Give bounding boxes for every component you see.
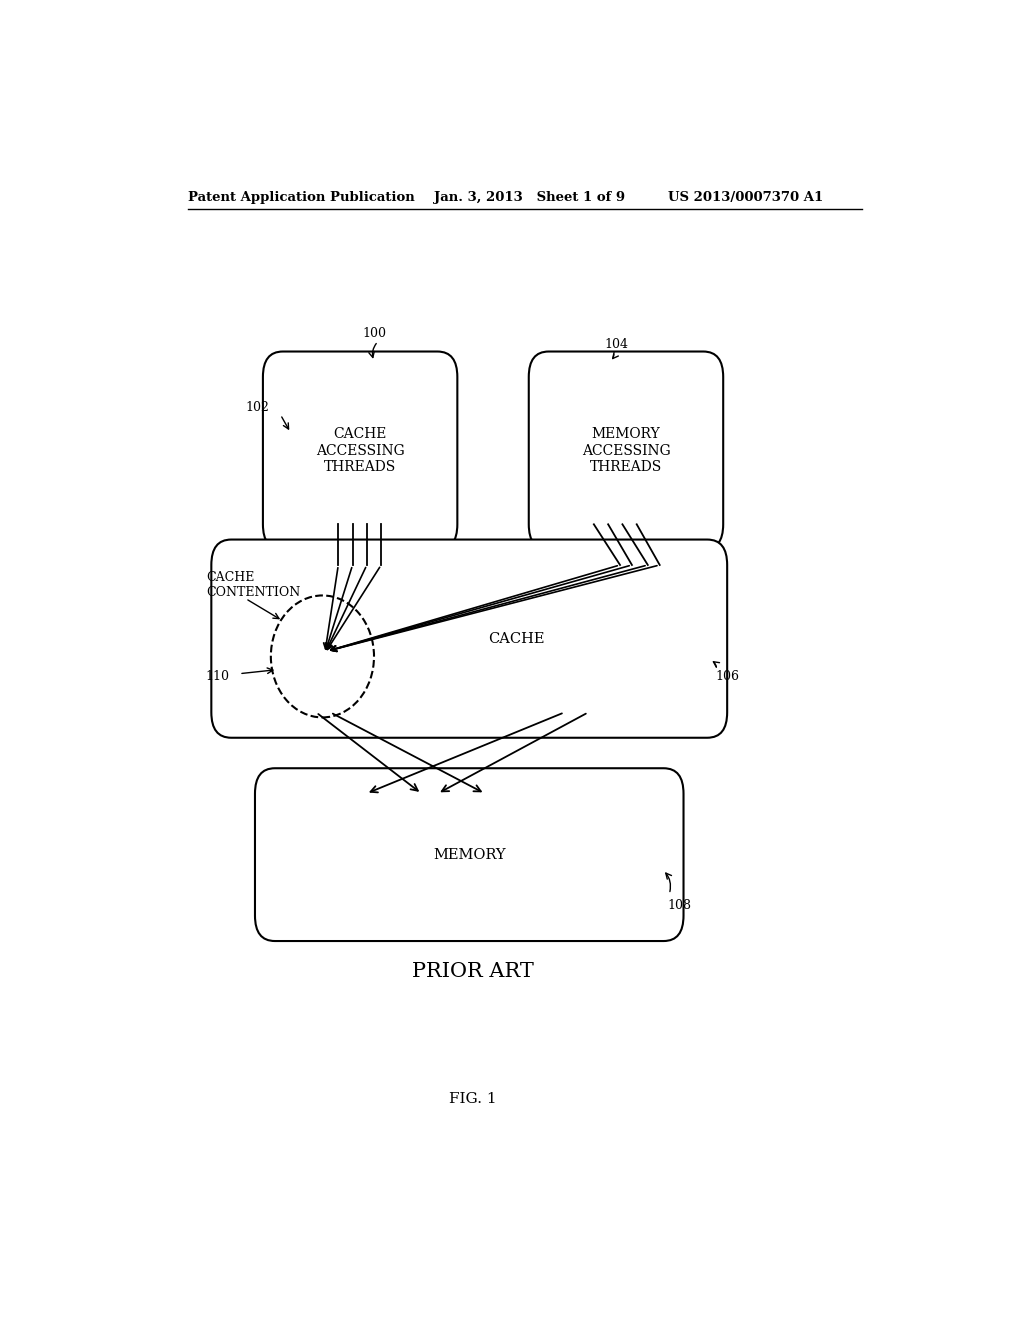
Text: 108: 108 xyxy=(668,899,691,912)
Text: Jan. 3, 2013   Sheet 1 of 9: Jan. 3, 2013 Sheet 1 of 9 xyxy=(433,190,625,203)
FancyBboxPatch shape xyxy=(255,768,684,941)
FancyBboxPatch shape xyxy=(528,351,723,549)
Text: MEMORY: MEMORY xyxy=(433,847,506,862)
Text: 106: 106 xyxy=(715,671,739,684)
Text: CACHE
CONTENTION: CACHE CONTENTION xyxy=(206,572,300,599)
FancyBboxPatch shape xyxy=(211,540,727,738)
Text: Patent Application Publication: Patent Application Publication xyxy=(187,190,415,203)
Text: US 2013/0007370 A1: US 2013/0007370 A1 xyxy=(668,190,823,203)
Text: 102: 102 xyxy=(246,401,269,414)
Text: 100: 100 xyxy=(362,327,386,339)
Text: CACHE: CACHE xyxy=(488,632,545,645)
Text: 104: 104 xyxy=(604,338,628,351)
Text: FIG. 1: FIG. 1 xyxy=(450,1092,497,1106)
Text: CACHE
ACCESSING
THREADS: CACHE ACCESSING THREADS xyxy=(315,428,404,474)
FancyBboxPatch shape xyxy=(263,351,458,549)
Text: MEMORY
ACCESSING
THREADS: MEMORY ACCESSING THREADS xyxy=(582,428,671,474)
Text: 110: 110 xyxy=(206,671,229,684)
Text: PRIOR ART: PRIOR ART xyxy=(413,962,535,981)
